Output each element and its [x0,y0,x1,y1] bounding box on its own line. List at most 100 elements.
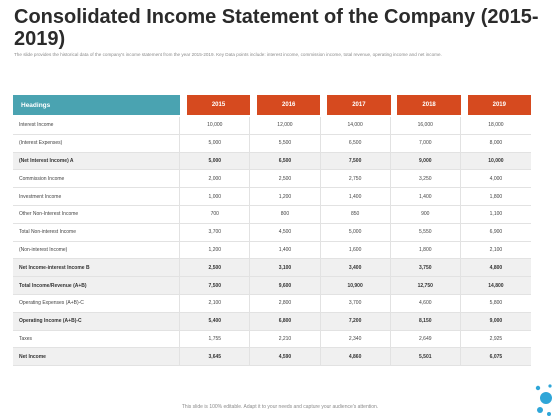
row-value: 18,000 [488,122,504,129]
row-value: 1,200 [180,241,251,259]
row-value: 1,400 [391,188,461,205]
footer-note: This slide is 100% editable. Adapt it to… [181,404,379,410]
row-value: 2,100 [180,294,251,312]
table-row: Investment Income 1,000 1,200 1,400 1,400 1,8… [13,188,531,206]
row-value: 8,150 [391,312,461,330]
header-year: 2015 [186,95,251,115]
decorative-drops-icon [535,384,552,416]
row-label: Net Income [13,348,181,366]
row-label: (Non-interest Income) [13,241,181,259]
row-value: 1,200 [250,188,321,205]
header-year: 2019 [467,95,532,115]
row-value: 2,210 [250,330,321,348]
row-label: Investment Income [13,188,181,205]
row-value: 7,500 [180,277,251,294]
row-value: 9,600 [250,277,321,294]
row-value: 3,400 [321,259,391,277]
table-row: Operating Income (A+B)-C 5,400 6,800 7,200 8… [13,312,531,331]
row-value: 3,700 [180,223,251,241]
row-value: 4,590 [250,348,321,366]
table-row: Total Non-interest Income 3,700 4,500 5,000… [13,223,531,242]
row-value: 1,755 [180,330,251,348]
row-label: Taxes [13,330,181,348]
row-value: 1,100 [489,211,503,218]
row-value: 4,000 [489,175,503,182]
row-value: 850 [321,205,391,223]
row-value: 10,000 [488,157,504,164]
row-value: 10,900 [321,277,391,294]
table-row: Commission Income 2,000 2,500 2,750 3,250 4,0… [13,170,531,189]
row-label: Net Income-interest Income B [13,259,181,277]
row-value: 6,075 [489,353,503,360]
row-value: 9,000 [391,152,461,170]
table-row: Operating Expenses (A+B)-C 2,100 2,800 3,70… [13,294,531,313]
row-value: 5,800 [489,300,503,307]
row-value: 2,750 [321,170,391,188]
page-subtitle: The slide provides the historical data o… [14,52,442,57]
table-row: Interest Income 10,000 12,000 14,000 16,000 1… [13,117,531,135]
row-value: 7,200 [321,312,391,330]
row-value: 5,000 [180,134,251,152]
row-value: 2,925 [489,335,503,342]
table-row: Other Non-Interest Income 700 800 850 900 1,1… [13,205,531,224]
row-value: 800 [250,205,321,223]
header-year: 2016 [257,95,321,115]
row-value: 14,000 [321,117,391,134]
row-value: 4,860 [321,348,391,366]
row-value: 6,500 [321,134,391,152]
row-value: 9,000 [489,318,503,325]
row-label: Operating Income (A+B)-C [13,312,181,330]
row-value: 6,900 [489,229,503,236]
row-value: 2,800 [250,294,321,312]
row-value: 4,500 [250,223,321,241]
table-header-row: Headings 2015 2016 2017 2018 2019 [13,95,532,115]
row-value: 3,750 [391,259,461,277]
row-value: 5,000 [321,223,391,241]
row-value: 3,250 [391,170,461,188]
row-value: 1,800 [391,241,461,259]
row-value: 5,500 [250,134,321,152]
row-value: 1,400 [321,188,391,205]
row-value: 2,100 [489,246,503,253]
row-value: 5,400 [180,312,251,330]
row-value: 12,000 [250,117,321,134]
row-value: 4,600 [391,294,461,312]
row-label: Operating Expenses (A+B)-C [13,294,181,312]
table-row: Total Income/Revenue (A+B) 7,500 9,600 10,9… [13,277,531,295]
row-label: Interest Income [13,117,181,134]
row-value: 7,000 [391,134,461,152]
row-value: 2,500 [180,259,251,277]
row-value: 2,649 [391,330,461,348]
row-value: 16,000 [391,117,461,134]
table-row: (Interest Expenses) 5,000 5,500 6,500 7,000 8… [13,134,531,153]
table-row: Taxes 1,755 2,210 2,340 2,649 2,925 [13,330,531,349]
row-value: 5,550 [391,223,461,241]
row-value: 3,100 [250,259,321,277]
row-label: Other Non-Interest Income [13,205,181,223]
row-label: Total Income/Revenue (A+B) [13,277,181,294]
income-statement-table: Headings 2015 2016 2017 2018 2019 Intere… [13,95,532,367]
row-value: 1,400 [250,241,321,259]
row-value: 12,750 [391,277,461,294]
table-row: (Non-interest Income) 1,200 1,400 1,600 1,80… [13,241,531,260]
row-value: 5,501 [391,348,461,366]
row-value: 6,500 [250,152,321,170]
row-value: 3,700 [321,294,391,312]
page-title: Consolidated Income Statement of the Com… [14,6,539,50]
row-value: 4,800 [489,264,503,271]
row-value: 700 [180,205,251,223]
row-value: 2,340 [321,330,391,348]
row-value: 14,800 [488,282,504,289]
row-label: (Net Interest Income) A [13,152,181,170]
row-value: 2,000 [180,170,251,188]
row-value: 5,000 [180,152,251,170]
row-value: 900 [391,205,461,223]
table-row: (Net Interest Income) A 5,000 6,500 7,500 9,… [13,152,531,171]
table-row: Net Income 3,645 4,590 4,860 5,501 6,075 [13,348,531,367]
row-value: 7,500 [321,152,391,170]
row-value: 8,000 [489,140,503,147]
row-label: (Interest Expenses) [13,134,181,152]
row-label: Total Non-interest Income [13,223,181,241]
header-year: 2018 [397,95,461,115]
row-value: 3,645 [180,348,251,366]
